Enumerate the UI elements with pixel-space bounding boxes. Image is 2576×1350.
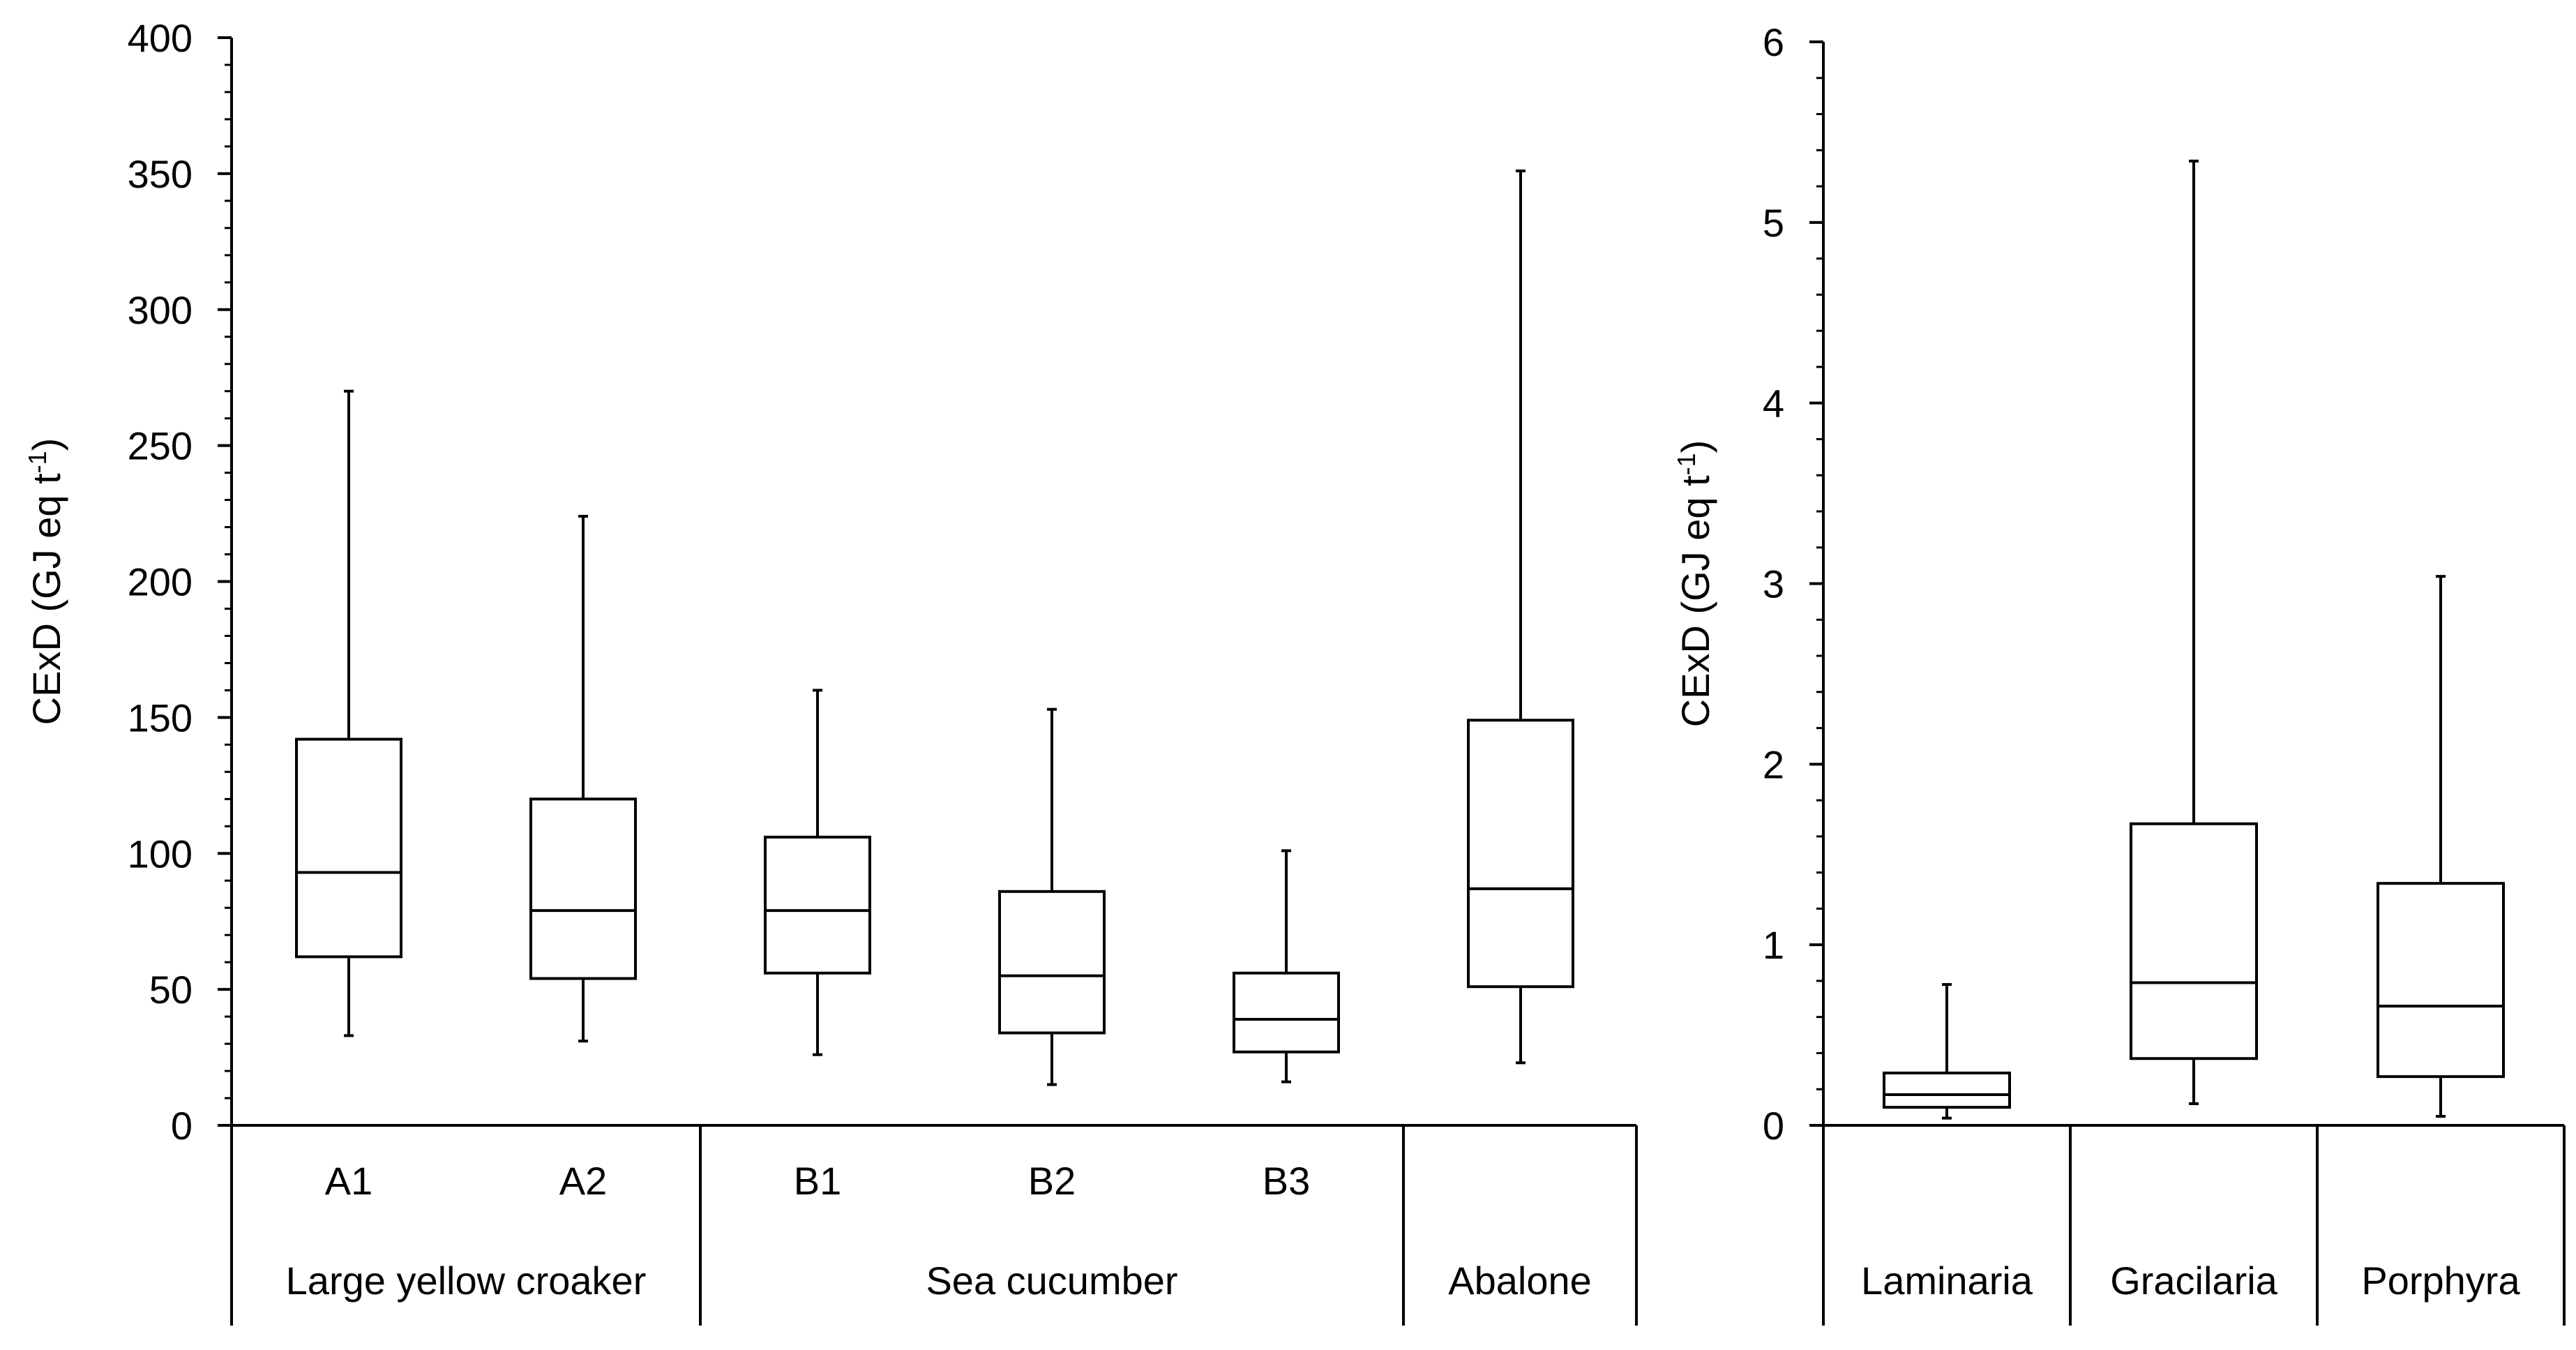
left-category-label: A1: [325, 1159, 373, 1203]
right-y-tick-label: 2: [1763, 742, 1784, 786]
right-group-label: Gracilaria: [2110, 1259, 2277, 1303]
right-boxplot-panel: 0 1 2 3 4 5 6 CExD (GJ eq t-1) Laminaria Gracilar…: [1672, 20, 2566, 1326]
left-category-label: B1: [794, 1159, 842, 1203]
left-category-label: B3: [1263, 1159, 1311, 1203]
right-group-label: Laminaria: [1861, 1259, 2033, 1303]
right-y-tick-label: 4: [1763, 382, 1784, 426]
left-box-abalone: [1467, 169, 1574, 1065]
right-y-tick-label: 3: [1763, 562, 1784, 606]
right-y-axis-title: CExD (GJ eq t-1): [1672, 440, 1718, 728]
left-box-b3: [1233, 849, 1340, 1083]
left-box-b2: [998, 707, 1106, 1086]
iqr-box: [1467, 719, 1574, 989]
iqr-box: [2130, 822, 2258, 1060]
left-y-tick-label: 250: [128, 424, 193, 468]
iqr-box: [2377, 882, 2505, 1079]
left-y-tick-label: 50: [149, 968, 193, 1012]
iqr-box: [295, 737, 402, 959]
left-box-a1: [295, 389, 402, 1037]
right-box-laminaria: [1883, 983, 2011, 1120]
right-group-label: Porphyra: [2361, 1259, 2520, 1303]
iqr-box: [1233, 971, 1340, 1053]
left-group-label: Sea cucumber: [926, 1259, 1177, 1303]
left-y-tick-label: 300: [128, 288, 193, 332]
right-y-tick-label: 5: [1763, 201, 1784, 245]
iqr-box: [529, 797, 637, 980]
left-y-tick-label: 100: [128, 832, 193, 876]
left-y-tick-label: 0: [171, 1104, 193, 1148]
left-group-label: Large yellow croaker: [286, 1259, 647, 1303]
left-box-b1: [764, 689, 871, 1056]
left-box-a2: [529, 514, 637, 1043]
iqr-box: [1883, 1071, 2011, 1109]
left-group-label: Abalone: [1448, 1259, 1592, 1303]
right-y-tick-label: 0: [1763, 1104, 1784, 1148]
right-y-tick-label: 1: [1763, 923, 1784, 967]
right-y-tick-label: 6: [1763, 20, 1784, 64]
left-y-tick-label: 200: [128, 560, 193, 604]
right-box-gracilaria: [2130, 159, 2258, 1105]
right-box-porphyra: [2377, 575, 2505, 1118]
left-y-axis-title: CExD (GJ eq t-1): [23, 438, 69, 726]
left-y-tick-label: 400: [128, 16, 193, 60]
left-boxplot-panel: 0 50 100 150 200 250 300 350 400 CExD (GJ eq t-1)…: [23, 16, 1638, 1326]
left-y-tick-label: 150: [128, 696, 193, 740]
left-y-tick-label: 350: [128, 152, 193, 196]
iqr-box: [998, 890, 1106, 1035]
iqr-box: [764, 835, 871, 975]
left-category-label: A2: [559, 1159, 608, 1203]
left-category-label: B2: [1028, 1159, 1076, 1203]
